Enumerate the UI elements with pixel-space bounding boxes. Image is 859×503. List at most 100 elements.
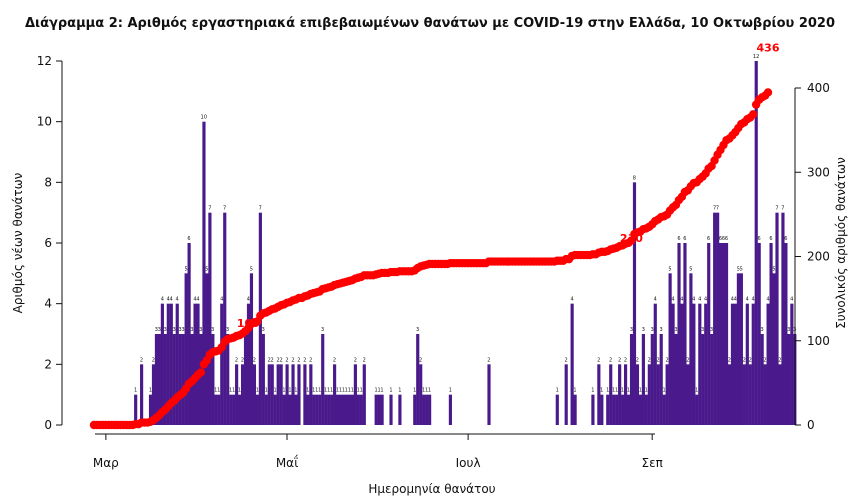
bar [181, 334, 185, 425]
bar-label: 2 [354, 357, 357, 363]
bar-label: 5 [250, 266, 253, 272]
bar [413, 394, 417, 425]
x-tick-label: Ιουλ [456, 456, 481, 470]
bar-label: 4 [731, 297, 734, 303]
bar-label: 3 [155, 327, 158, 333]
bar-label: 5 [772, 266, 775, 272]
bar [356, 394, 360, 425]
bar-label: 1 [360, 388, 363, 394]
bar [312, 394, 316, 425]
y2-axis-label: Συνολικός αριθμός θανάτων [834, 157, 848, 329]
bar-label: 6 [769, 236, 772, 242]
bar-labels: 1212334344343356344310573114731121234521… [134, 54, 796, 394]
bar [615, 394, 619, 425]
bar-label: 7 [223, 206, 226, 212]
bar-label: 4 [570, 297, 573, 303]
bar-label: 12 [753, 54, 759, 60]
bar [288, 394, 292, 425]
bar [243, 334, 248, 425]
bar [760, 334, 764, 425]
bar [784, 243, 788, 425]
cumulative-label: 210 [620, 232, 643, 245]
bar-label: 1 [422, 388, 425, 394]
bar-label: 6 [757, 236, 760, 242]
bar-label: 2 [297, 357, 300, 363]
bar [229, 394, 233, 425]
bar [324, 394, 328, 425]
bar [315, 394, 319, 425]
bar [291, 364, 295, 425]
bar [151, 364, 156, 425]
bar [246, 303, 251, 425]
bar [710, 334, 714, 425]
bar [606, 394, 610, 425]
bar-label: 2 [743, 357, 746, 363]
bar [644, 394, 648, 425]
bar [335, 394, 340, 425]
y-axis-left: 0 2 4 6 8 10 12 [37, 54, 63, 432]
y-tick-label: 4 [44, 297, 52, 311]
bar-label: 4 [698, 297, 701, 303]
bar-label: 1 [600, 388, 603, 394]
bar [626, 394, 631, 425]
bar [175, 303, 179, 425]
bar-label: 5 [737, 266, 740, 272]
bar [618, 364, 622, 425]
bar [223, 212, 227, 425]
bar-label: 1 [591, 388, 594, 394]
bar-label: 2 [728, 357, 731, 363]
y2-tick-label: 200 [807, 250, 830, 264]
bar [751, 303, 755, 425]
bar [184, 273, 188, 425]
bar-label: 5 [689, 266, 692, 272]
bar [689, 273, 693, 425]
bar-label: 4 [752, 297, 755, 303]
bar-label: 2 [140, 357, 143, 363]
bar [763, 364, 767, 425]
bar [178, 334, 182, 425]
bar-label: 5 [184, 266, 187, 272]
bar [398, 394, 402, 425]
y2-tick-label: 0 [807, 418, 815, 432]
bar-label: 2 [271, 357, 274, 363]
bar-label: 6 [784, 236, 787, 242]
bar [692, 303, 696, 425]
y-tick-label: 0 [44, 418, 52, 432]
bar-label: 1 [214, 388, 217, 394]
bar [769, 243, 773, 425]
bar-label: 1 [288, 388, 291, 394]
bar [724, 243, 729, 425]
bar-label: 4 [766, 297, 769, 303]
bar [187, 243, 191, 425]
bar [686, 364, 690, 425]
bar-label: 2 [636, 357, 639, 363]
bar-label: 3 [642, 327, 645, 333]
bar-label: 1 [336, 388, 339, 394]
bar [380, 394, 384, 425]
bar [157, 334, 162, 425]
bar [416, 334, 420, 425]
bar-label: 7 [775, 206, 778, 212]
bar [570, 303, 574, 425]
bar-label: 2 [279, 357, 282, 363]
bar [267, 364, 271, 425]
bar-label: 2 [268, 357, 271, 363]
bar [555, 394, 559, 425]
bar [781, 212, 785, 425]
bar [778, 364, 782, 425]
bar [327, 394, 331, 425]
bars [134, 61, 797, 426]
bar [621, 394, 625, 425]
bar [656, 364, 660, 425]
bar [683, 243, 687, 425]
bar-label: 2 [309, 357, 312, 363]
y-tick-label: 12 [37, 54, 52, 68]
bar [217, 394, 221, 425]
bar [704, 303, 708, 425]
bar [713, 212, 717, 425]
bar [309, 364, 313, 425]
bar-label: 1 [449, 388, 452, 394]
bar-label: 1 [342, 388, 345, 394]
bar [148, 394, 153, 425]
bar-label: 1 [217, 388, 220, 394]
